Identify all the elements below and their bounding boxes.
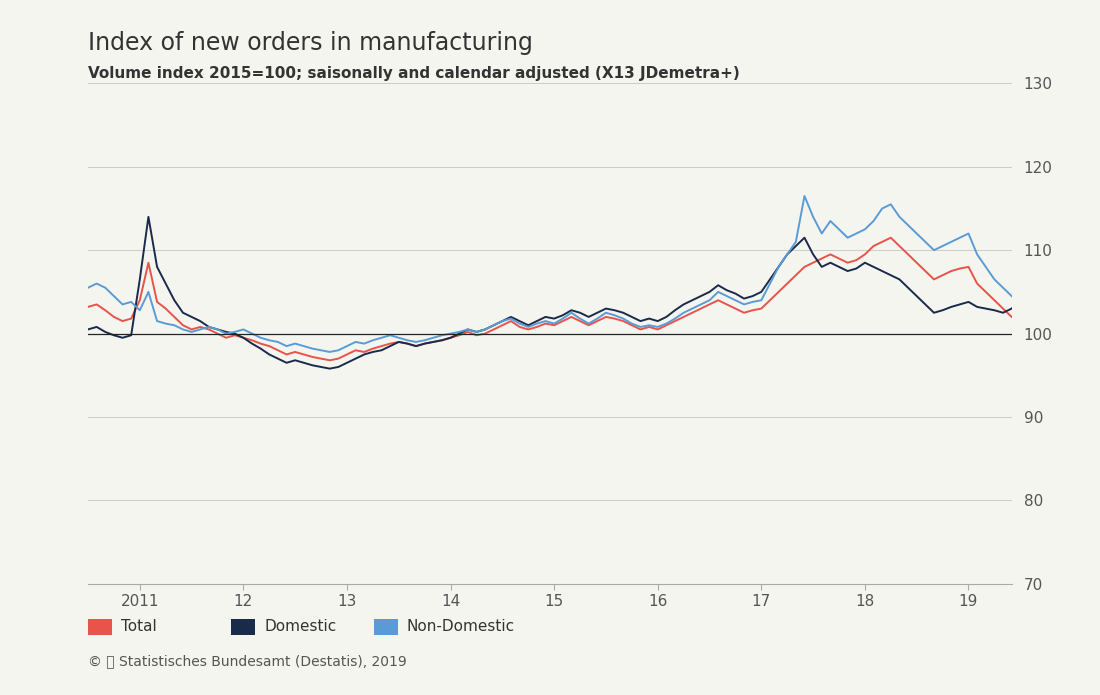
Text: Non-Domestic: Non-Domestic — [407, 619, 515, 634]
Text: Index of new orders in manufacturing: Index of new orders in manufacturing — [88, 31, 532, 56]
Text: Domestic: Domestic — [264, 619, 337, 634]
Text: © 📊 Statistisches Bundesamt (Destatis), 2019: © 📊 Statistisches Bundesamt (Destatis), … — [88, 655, 407, 669]
Text: Total: Total — [121, 619, 156, 634]
Text: Volume index 2015=100; saisonally and calendar adjusted (X13 JDemetra+): Volume index 2015=100; saisonally and ca… — [88, 66, 739, 81]
